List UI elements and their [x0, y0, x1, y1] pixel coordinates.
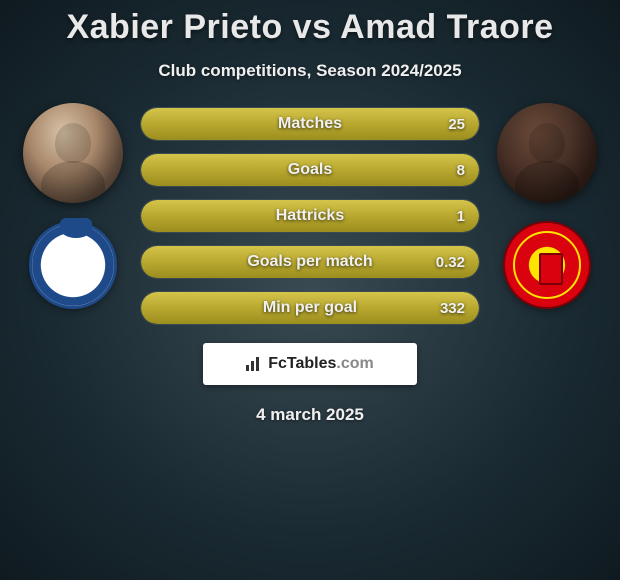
bar-fill-right	[141, 292, 479, 324]
player-left-avatar	[23, 103, 123, 203]
page-title: Xabier Prieto vs Amad Traore	[0, 0, 620, 47]
bar-fill-right	[141, 108, 479, 140]
brand-suffix: .com	[336, 355, 373, 372]
date-footer: 4 march 2025	[0, 405, 620, 425]
stat-bars: Matches 25 Goals 8 Hattricks 1 Goals per…	[140, 103, 480, 325]
stat-bar-min-per-goal: Min per goal 332	[140, 291, 480, 325]
stat-bar-goals: Goals 8	[140, 153, 480, 187]
club-left-logo	[29, 221, 117, 309]
barchart-icon	[246, 357, 264, 371]
brand-name: FcTables	[268, 355, 336, 372]
bar-fill-right	[141, 200, 479, 232]
comparison-panel: Matches 25 Goals 8 Hattricks 1 Goals per…	[0, 103, 620, 325]
bar-fill-right	[141, 154, 479, 186]
bar-fill-right	[141, 246, 479, 278]
brand-text: FcTables.com	[268, 355, 374, 373]
left-column	[18, 103, 128, 309]
brand-badge: FcTables.com	[203, 343, 417, 385]
subtitle: Club competitions, Season 2024/2025	[0, 61, 620, 81]
club-right-logo	[503, 221, 591, 309]
stat-bar-matches: Matches 25	[140, 107, 480, 141]
stat-bar-hattricks: Hattricks 1	[140, 199, 480, 233]
stat-bar-goals-per-match: Goals per match 0.32	[140, 245, 480, 279]
player-right-avatar	[497, 103, 597, 203]
right-column	[492, 103, 602, 309]
